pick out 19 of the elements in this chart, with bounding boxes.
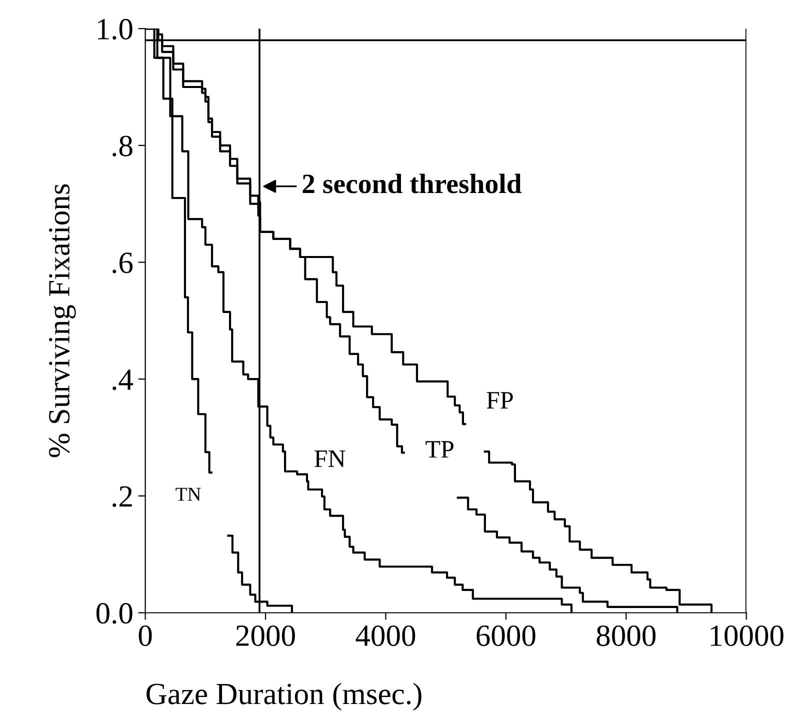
annotation: FP [486,392,513,408]
annotation: FN [314,450,346,467]
ref-line-label: 2 second threshold [302,174,522,194]
y-tick-label: 0.0 [96,603,132,624]
y-tick-label: .2 [112,486,132,507]
y-tick-label: 1.0 [98,18,132,40]
x-tick-label: 10000 [710,625,784,646]
x-tick-label: 4000 [356,625,416,646]
annotation: TP [426,441,454,458]
annotation: TN [176,488,201,501]
y-tick-label: .4 [112,370,134,390]
x-tick-label: 2000 [236,625,295,646]
x-tick-label: 6000 [476,625,536,646]
y-axis-title: % Surviving Fixations [48,184,76,458]
y-tick-label: .8 [112,136,132,156]
y-tick-label: .6 [112,252,133,274]
x-tick-label: 0 [138,625,152,646]
x-tick-label: 8000 [596,625,656,646]
x-axis-title: Gaze Duration (msec.) [146,682,422,711]
